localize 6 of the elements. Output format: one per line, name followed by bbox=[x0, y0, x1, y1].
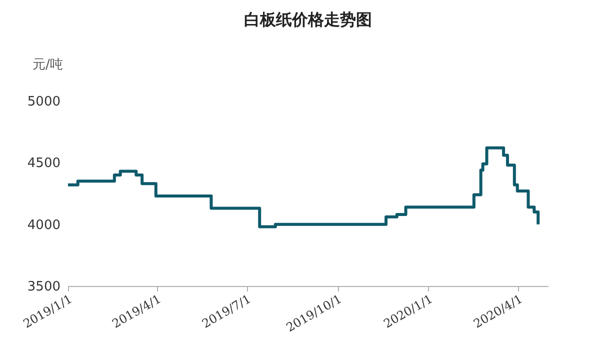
y-tick-label: 4000 bbox=[27, 218, 60, 233]
y-tick-label: 5000 bbox=[27, 94, 60, 110]
chart-title: 白板纸价格走势图 bbox=[244, 10, 372, 29]
y-tick-label: 4500 bbox=[27, 156, 60, 172]
y-tick-label: 3500 bbox=[27, 280, 60, 294]
y-axis-title: 元/吨 bbox=[32, 58, 63, 72]
